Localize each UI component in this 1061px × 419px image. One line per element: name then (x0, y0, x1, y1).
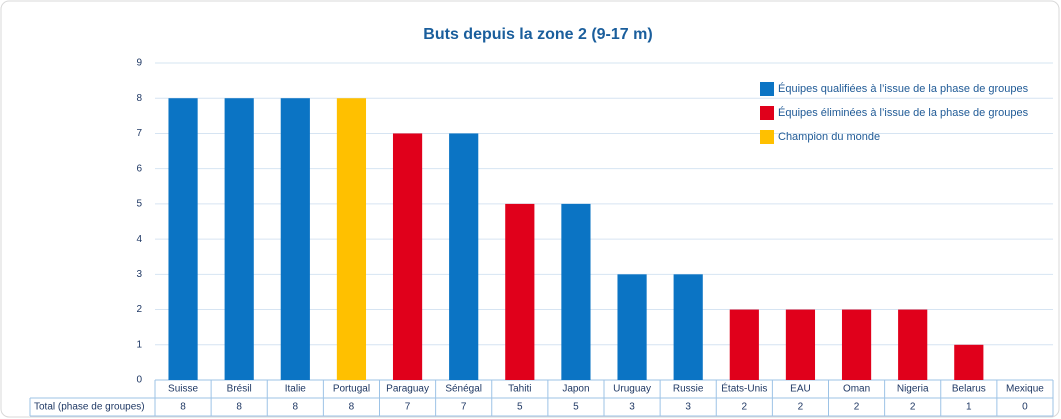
legend-label: Équipes qualifiées à l’issue de la phase… (778, 82, 1029, 95)
table-value: 5 (573, 402, 579, 413)
table-value: 2 (854, 402, 860, 413)
y-tick-label: 3 (136, 269, 142, 280)
x-tick-label: Nigeria (897, 384, 929, 395)
x-tick-label: Sénégal (445, 384, 482, 395)
x-tick-label: Belarus (952, 384, 986, 395)
table-value: 2 (910, 402, 916, 413)
legend-swatch (760, 130, 774, 144)
table-value: 3 (685, 402, 691, 413)
y-tick-label: 7 (136, 128, 142, 139)
bar (224, 98, 254, 380)
y-tick-label: 9 (136, 58, 142, 69)
bar (673, 274, 703, 380)
y-tick-label: 6 (136, 163, 142, 174)
table-value: 2 (798, 402, 804, 413)
x-tick-label: Italie (285, 384, 307, 395)
y-tick-label: 4 (136, 234, 142, 245)
table-value: 8 (236, 402, 242, 413)
legend-label: Champion du monde (778, 131, 880, 143)
table-value: 2 (742, 402, 748, 413)
legend-label: Équipes éliminées à l’issue de la phase … (778, 106, 1029, 119)
x-tick-label: Suisse (168, 384, 198, 395)
bar (841, 309, 872, 380)
x-tick-label: Japon (562, 384, 589, 395)
bar (336, 98, 367, 380)
x-tick-label: Uruguay (613, 384, 651, 395)
bar (954, 344, 984, 380)
x-tick-label: Oman (843, 384, 870, 395)
table-value: 3 (629, 402, 635, 413)
bar (561, 203, 591, 380)
y-tick-label: 2 (136, 304, 142, 315)
table-row-label: Total (phase de groupes) (34, 402, 145, 413)
bar (785, 309, 816, 380)
x-tick-label: Russie (673, 384, 704, 395)
bar (729, 309, 759, 380)
x-tick-label: Brésil (227, 384, 252, 395)
chart-title: Buts depuis la zone 2 (9-17 m) (423, 26, 652, 43)
x-tick-label: États-Unis (721, 382, 767, 395)
legend-swatch (760, 82, 774, 96)
table-value: 0 (1022, 402, 1028, 413)
y-tick-label: 8 (136, 93, 142, 104)
y-tick-label: 0 (136, 375, 142, 386)
x-tick-label: Paraguay (386, 384, 429, 395)
bar (617, 274, 647, 380)
table-value: 5 (517, 402, 523, 413)
bar (168, 98, 198, 380)
bar (280, 98, 310, 380)
table-value: 8 (293, 402, 299, 413)
table-value: 1 (966, 402, 972, 413)
x-tick-label: Portugal (333, 384, 370, 395)
table-value: 7 (405, 402, 411, 413)
table-value: 7 (461, 402, 467, 413)
y-tick-label: 1 (136, 339, 142, 350)
table-value: 8 (180, 402, 186, 413)
table-value: 8 (349, 402, 355, 413)
x-tick-label: Tahiti (508, 384, 531, 395)
x-tick-label: Mexique (1006, 384, 1044, 395)
bar (392, 133, 423, 380)
x-tick-label: EAU (790, 384, 811, 395)
legend-swatch (760, 106, 774, 120)
bar (449, 133, 479, 380)
y-tick-label: 5 (136, 199, 142, 210)
bar (898, 309, 928, 380)
bar (505, 203, 535, 380)
